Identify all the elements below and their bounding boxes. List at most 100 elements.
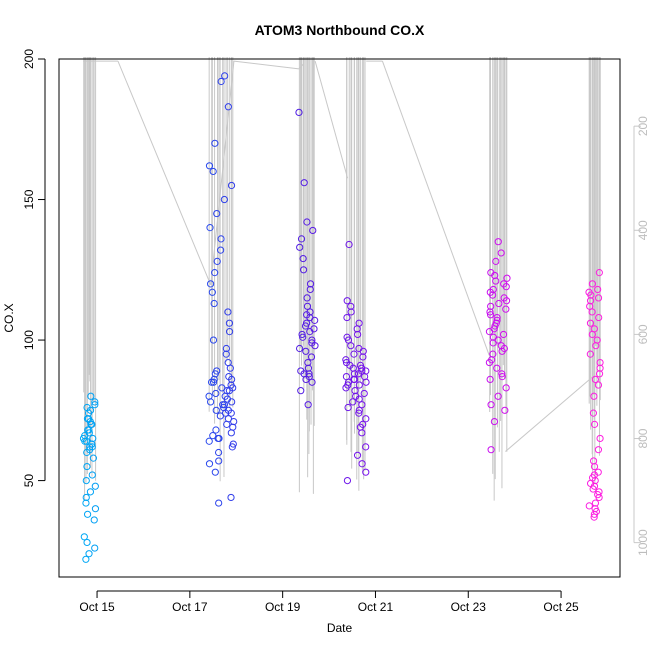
data-point — [358, 460, 366, 468]
data-point — [88, 443, 96, 451]
data-point — [88, 471, 96, 479]
altitude-connector — [505, 375, 594, 452]
data-point — [89, 454, 97, 462]
x-tick-label: Oct 19 — [265, 600, 301, 614]
data-point — [299, 266, 308, 274]
data-point — [302, 319, 311, 327]
data-point — [486, 308, 494, 316]
data-point — [309, 226, 317, 235]
data-point — [503, 274, 511, 282]
data-point — [229, 440, 237, 448]
data-point — [303, 294, 311, 302]
data-point — [225, 328, 234, 336]
data-point — [299, 333, 307, 341]
data-point — [306, 280, 315, 288]
data-point — [492, 257, 500, 265]
data-point — [219, 401, 227, 409]
data-point — [500, 294, 508, 302]
data-point — [493, 313, 501, 322]
data-point — [586, 350, 594, 358]
data-point — [593, 336, 601, 344]
data-point — [498, 373, 506, 381]
data-point — [358, 401, 366, 409]
data-point — [299, 254, 307, 263]
data-point — [487, 269, 495, 277]
data-point — [362, 468, 370, 476]
data-point — [590, 325, 598, 333]
data-point — [300, 179, 308, 187]
data-point — [352, 392, 360, 400]
data-point — [222, 344, 230, 353]
data-point — [89, 434, 97, 443]
data-point — [497, 342, 505, 350]
data-point — [213, 257, 221, 265]
data-point — [205, 162, 214, 170]
y-tick-label: 100 — [22, 330, 36, 350]
data-point — [494, 238, 502, 246]
data-point — [591, 375, 599, 384]
data-point — [500, 280, 508, 288]
data-point — [355, 406, 363, 414]
data-points — [79, 72, 604, 563]
data-point — [87, 392, 95, 400]
data-point — [297, 235, 306, 243]
data-point — [589, 409, 598, 417]
data-point — [304, 364, 313, 372]
data-point — [296, 344, 304, 353]
data-point — [221, 72, 229, 80]
right-tick-label: 200 — [636, 116, 650, 136]
data-point — [487, 302, 495, 310]
data-point — [91, 482, 99, 490]
data-point — [84, 415, 93, 423]
data-point — [304, 358, 312, 367]
data-point — [353, 451, 362, 459]
data-point — [347, 308, 355, 316]
data-point — [205, 437, 213, 445]
data-point — [83, 510, 92, 518]
data-point — [501, 406, 509, 414]
data-point — [342, 373, 351, 381]
data-point — [91, 398, 99, 406]
data-point — [497, 249, 505, 257]
data-point — [350, 375, 359, 384]
data-point — [211, 468, 219, 476]
data-point — [362, 415, 370, 423]
data-point — [82, 499, 90, 507]
data-point — [585, 288, 593, 296]
data-point — [585, 502, 593, 510]
data-point — [343, 297, 351, 305]
right-tick-label: 400 — [636, 220, 650, 240]
right-tick-label: 1000 — [636, 529, 650, 556]
altitude-connector — [381, 60, 490, 356]
data-point — [355, 409, 363, 417]
data-point — [215, 457, 223, 465]
data-point — [308, 378, 316, 386]
data-point — [596, 358, 604, 367]
data-point — [355, 344, 363, 353]
data-point — [345, 240, 353, 249]
data-point — [80, 533, 88, 541]
data-point — [206, 224, 214, 232]
data-point — [209, 378, 218, 386]
data-point — [591, 505, 599, 513]
data-point — [306, 285, 314, 294]
data-point — [297, 367, 305, 375]
data-point — [590, 392, 598, 400]
x-tick-label: Oct 15 — [79, 600, 115, 614]
data-point — [595, 488, 603, 496]
y-tick-label: 150 — [22, 189, 36, 209]
data-point — [227, 181, 236, 190]
data-point — [486, 375, 494, 384]
data-point — [224, 103, 232, 111]
data-point — [586, 297, 595, 305]
data-point — [90, 516, 98, 524]
data-point — [489, 350, 497, 358]
data-point — [308, 339, 316, 347]
data-point — [224, 415, 233, 423]
data-point — [206, 280, 215, 288]
data-point — [489, 285, 497, 294]
altitude-connector — [117, 60, 212, 286]
x-axis: Oct 15 Oct 17 Oct 19 Oct 21 Oct 23 Oct 25 — [79, 590, 579, 614]
data-point — [594, 468, 602, 476]
data-point — [220, 195, 228, 204]
